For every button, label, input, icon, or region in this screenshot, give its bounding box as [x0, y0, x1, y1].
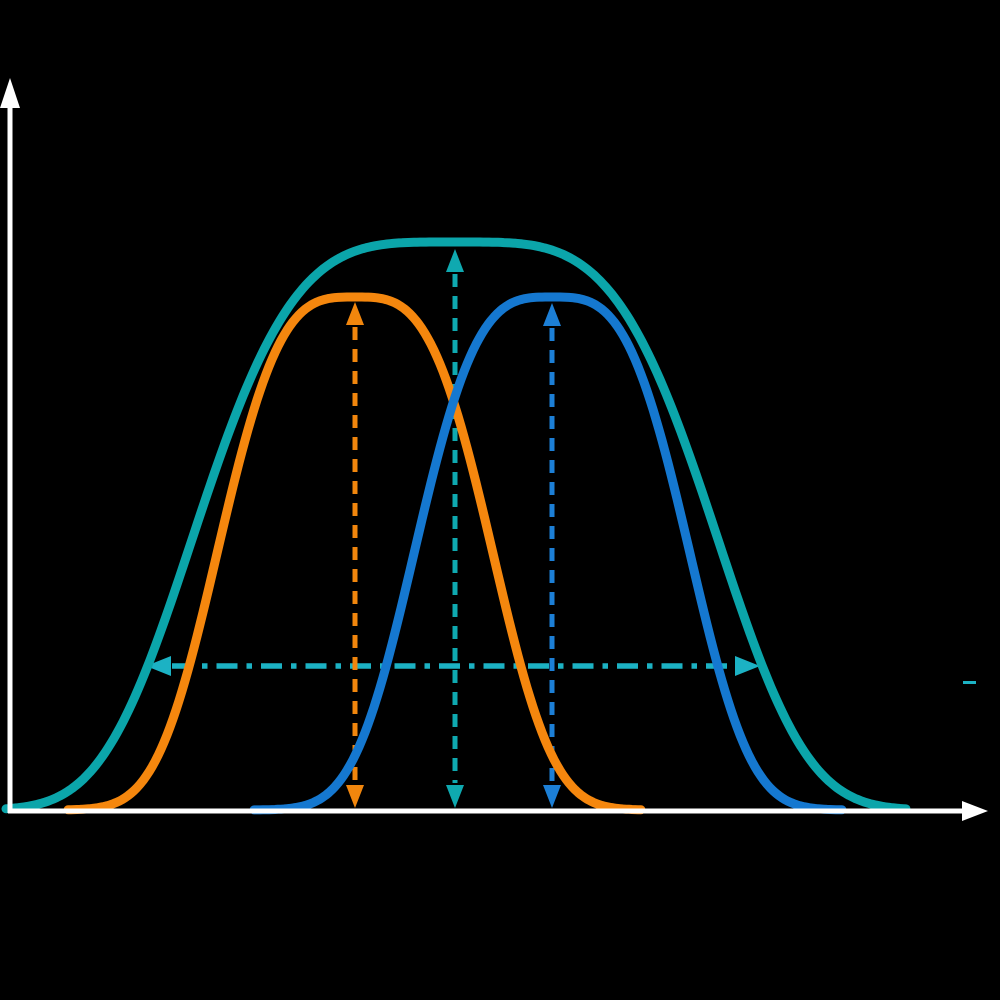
- envelope-peak-height-arrow-bottom-head: [446, 785, 464, 808]
- curve-left-component-peak: [63, 292, 646, 815]
- x-axis: [8, 801, 988, 821]
- right-peak-height-arrow-bottom-head: [543, 785, 561, 808]
- envelope-peak-height-arrow-top-head: [446, 249, 464, 272]
- right-peak-height-arrow-top-head: [543, 303, 561, 326]
- envelope-width-arrow-right-head: [735, 656, 760, 676]
- envelope-width-arrow: [146, 656, 760, 676]
- left-peak-height-arrow-bottom-head: [346, 785, 364, 808]
- curve-right-component-peak: [249, 292, 847, 815]
- envelope-width-arrow-left-head: [146, 656, 171, 676]
- left-peak-height-arrow: [346, 302, 364, 808]
- left-peak-height-arrow-top-head: [346, 302, 364, 325]
- x-axis-arrowhead: [962, 801, 988, 821]
- small-reference-dash: [963, 681, 976, 684]
- envelope-peak-height-arrow: [446, 249, 464, 808]
- right-peak-height-arrow: [543, 303, 561, 808]
- y-axis: [0, 78, 20, 813]
- curve-combined-envelope: [1, 237, 911, 814]
- y-axis-arrowhead: [0, 78, 20, 108]
